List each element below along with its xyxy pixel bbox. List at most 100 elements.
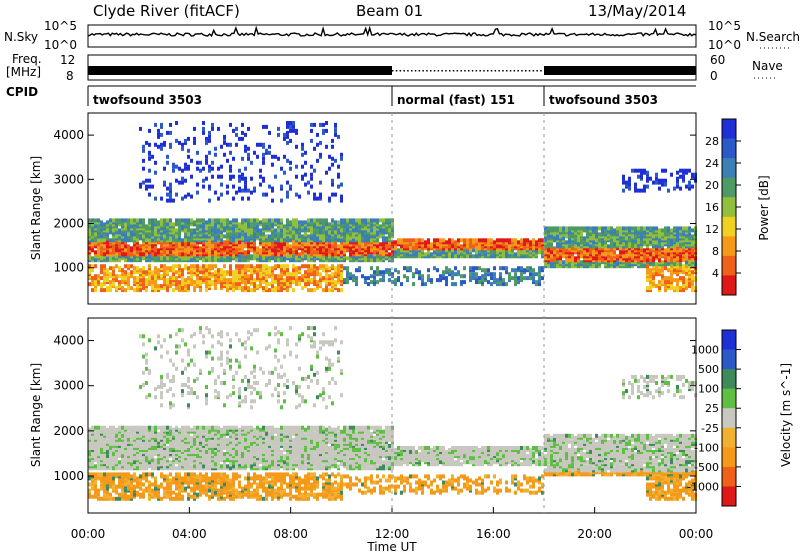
power-cell <box>262 222 265 227</box>
power-cell <box>334 220 337 225</box>
velocity-cell <box>106 431 109 436</box>
power-cell <box>220 256 223 261</box>
velocity-cell <box>88 458 91 463</box>
power-cell <box>475 242 478 247</box>
power-cell <box>310 218 313 223</box>
power-cell <box>337 250 340 255</box>
power-cell <box>241 136 244 141</box>
power-cell <box>265 124 268 129</box>
power-cell <box>646 184 649 189</box>
power-cell <box>151 184 154 189</box>
power-cell <box>223 134 226 139</box>
power-cell <box>316 158 319 163</box>
power-cell <box>643 248 646 253</box>
power-cell <box>460 244 463 249</box>
power-cell <box>667 188 670 193</box>
power-cell <box>220 268 223 273</box>
power-cell <box>553 258 556 263</box>
power-cell <box>622 174 625 179</box>
power-cell <box>667 252 670 257</box>
power-cell <box>202 218 205 223</box>
power-cell <box>667 268 670 273</box>
power-cell <box>286 158 289 163</box>
power-cell <box>562 226 565 231</box>
power-cell <box>517 240 520 245</box>
power-cell <box>274 264 277 269</box>
power-cell <box>328 222 331 227</box>
freq-dot <box>506 70 508 72</box>
power-cell <box>388 268 391 273</box>
power-cell <box>490 282 493 287</box>
power-cell <box>100 276 103 281</box>
power-cell <box>91 276 94 281</box>
velocity-cell <box>112 486 115 491</box>
power-cell <box>226 288 229 293</box>
power-cell <box>655 226 658 231</box>
power-cell <box>124 244 127 249</box>
power-cell <box>145 278 148 283</box>
freq-dot <box>494 70 497 72</box>
velocity-cell <box>130 462 133 467</box>
power-cell <box>109 266 112 271</box>
velocity-cell <box>100 437 103 442</box>
power-cell <box>325 280 328 285</box>
power-cell <box>136 218 139 223</box>
power-cell <box>304 150 307 155</box>
power-cell <box>247 254 250 259</box>
power-cell <box>679 262 682 267</box>
power-cell <box>154 288 157 293</box>
power-cell <box>292 254 295 259</box>
power-cell <box>142 158 145 163</box>
velocity-cell <box>112 429 115 434</box>
power-cell <box>169 218 172 223</box>
power-cell <box>145 140 148 145</box>
power-cell <box>199 218 202 223</box>
power-cell <box>436 238 439 243</box>
power-cell <box>406 238 409 243</box>
power-cell <box>283 282 286 287</box>
power-cell <box>691 184 694 189</box>
power-cell <box>190 158 193 163</box>
power-cell <box>628 176 631 181</box>
freq-label-line2: [MHz] <box>6 65 41 79</box>
power-cell <box>139 182 142 187</box>
power-cell <box>184 162 187 167</box>
power-cell <box>688 232 691 237</box>
power-cell <box>499 266 502 271</box>
power-cell <box>238 168 241 173</box>
power-cell <box>631 234 634 239</box>
velocity-cell <box>88 492 91 497</box>
velocity-cell <box>94 452 97 457</box>
power-cell <box>154 142 157 147</box>
power-cell <box>370 218 373 223</box>
cpid-segment-label: twofsound 3503 <box>93 93 202 107</box>
power-cell <box>310 176 313 181</box>
power-cell <box>484 252 487 257</box>
power-cell <box>313 146 316 151</box>
power-cell <box>232 276 235 281</box>
power-cell <box>229 174 232 179</box>
power-cell <box>106 276 109 281</box>
power-cell <box>601 240 604 245</box>
power-cell <box>376 280 379 285</box>
colorbar-tick-label: 28 <box>705 135 719 148</box>
velocity-cell <box>94 472 97 477</box>
power-cell <box>505 282 508 287</box>
power-cell <box>196 150 199 155</box>
power-cell <box>184 252 187 257</box>
velocity-cell <box>112 448 115 452</box>
power-cell <box>646 264 649 269</box>
power-cell <box>271 280 274 285</box>
power-cell <box>94 264 97 269</box>
power-cell <box>172 276 175 281</box>
power-cell <box>232 128 235 133</box>
power-cell <box>238 174 241 179</box>
velocity-cell <box>109 456 112 461</box>
power-cell <box>508 246 511 251</box>
power-cell <box>454 244 457 249</box>
velocity-cell <box>121 458 124 463</box>
velocity-cell <box>115 496 118 501</box>
power-cell <box>388 278 391 283</box>
power-cell <box>676 242 679 247</box>
power-cell <box>115 240 118 245</box>
